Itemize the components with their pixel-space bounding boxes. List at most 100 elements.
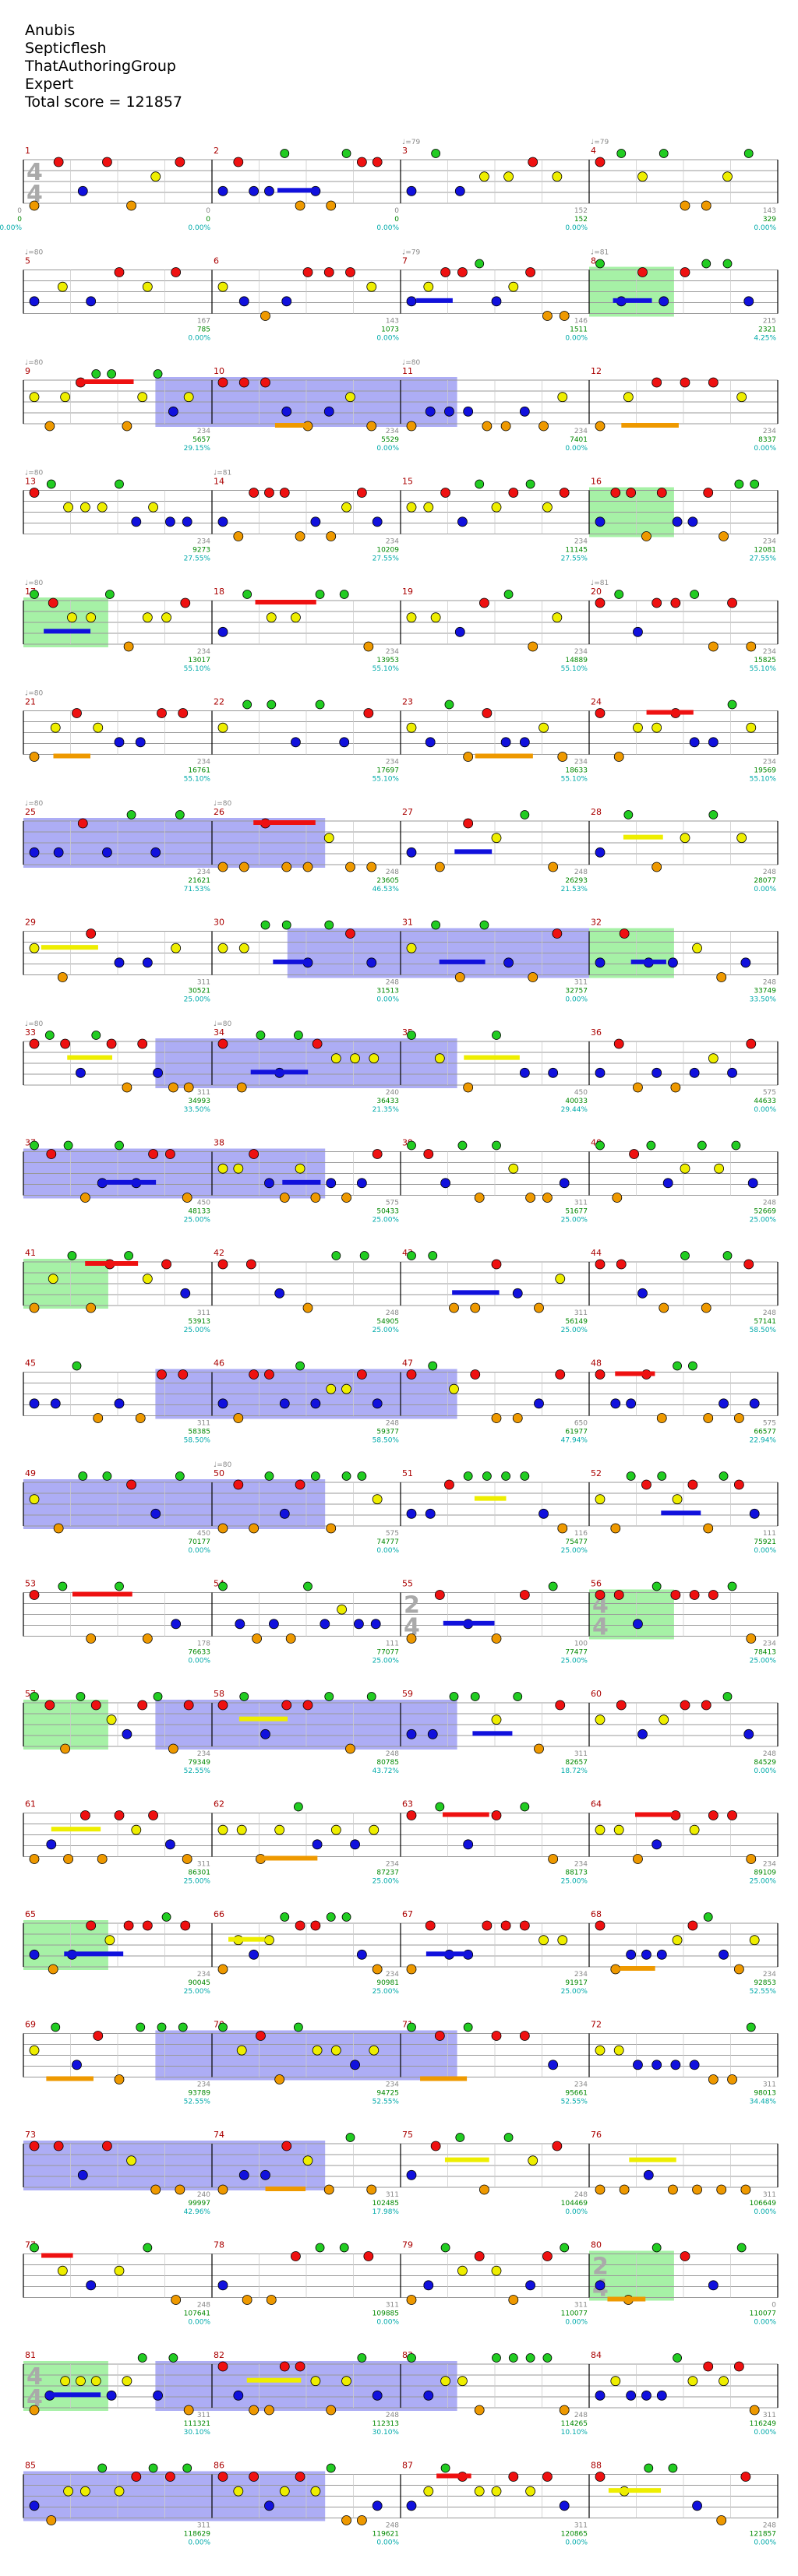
sustain-bar <box>282 1179 321 1185</box>
sustain-bar <box>67 1055 113 1060</box>
running-score: 1073 <box>381 326 399 334</box>
running-score: 9273 <box>192 547 210 555</box>
tempo-marking: ♩=81 <box>214 470 231 477</box>
blue-note <box>168 406 178 417</box>
orange-note <box>528 972 538 982</box>
red-note <box>616 1259 627 1270</box>
star-power-percent: 46.53% <box>373 886 400 893</box>
green-note <box>293 2022 303 2032</box>
yellow-note <box>233 2486 244 2497</box>
red-note <box>641 1479 651 1490</box>
red-note <box>310 1920 321 1931</box>
measure-note-count: 311 <box>574 1200 588 1207</box>
orange-note <box>727 2074 737 2084</box>
red-note <box>680 1700 690 1711</box>
yellow-note <box>114 2265 125 2276</box>
orange-note <box>183 1082 194 1093</box>
yellow-note <box>659 1714 669 1725</box>
blue-note <box>29 1398 40 1409</box>
red-note <box>345 929 355 939</box>
measure-note-count: 248 <box>574 869 588 876</box>
blue-note <box>633 626 643 637</box>
green-note <box>91 1031 101 1040</box>
blue-note <box>719 1949 729 1960</box>
green-note <box>281 920 291 930</box>
orange-note <box>238 862 249 872</box>
measure-number: 44 <box>591 1248 602 1258</box>
yellow-note <box>672 1494 683 1505</box>
orange-note <box>548 1854 559 1864</box>
orange-note <box>80 1193 90 1203</box>
green-note <box>616 149 627 158</box>
orange-note <box>122 1082 132 1093</box>
green-note <box>428 1361 438 1371</box>
yellow-note <box>29 392 40 403</box>
blue-note <box>662 1178 673 1189</box>
yellow-note <box>341 1383 351 1394</box>
orange-note <box>242 2295 252 2305</box>
blue-note <box>150 1508 161 1519</box>
measure-note-count: 234 <box>197 1971 210 1979</box>
star-power-percent: 25.00% <box>561 1217 588 1225</box>
orange-note <box>557 1523 568 1534</box>
yellow-note <box>150 171 161 182</box>
green-note <box>359 1251 369 1260</box>
red-note <box>106 1038 117 1049</box>
yellow-note <box>341 502 351 513</box>
orange-note <box>474 1193 485 1203</box>
measure-note-count: 234 <box>197 538 210 546</box>
running-score: 90981 <box>376 1979 399 1987</box>
yellow-note <box>345 392 355 403</box>
orange-note <box>233 531 244 541</box>
blue-note <box>76 1067 86 1078</box>
orange-note <box>302 862 313 872</box>
time-signature-bottom: 4 <box>26 2385 43 2412</box>
red-note <box>434 1590 445 1600</box>
red-note <box>552 2141 563 2151</box>
red-note <box>53 2141 64 2151</box>
measure-note-count: 234 <box>197 869 210 876</box>
orange-note <box>168 1082 178 1093</box>
running-score: 80785 <box>376 1759 399 1767</box>
green-note <box>218 1581 228 1591</box>
sustain-bar <box>265 2187 306 2191</box>
sustain-bar <box>46 2076 94 2081</box>
blue-note <box>595 2280 606 2291</box>
sustain-bar <box>620 1966 655 1971</box>
yellow-note <box>63 502 73 513</box>
star-power-percent: 0.00% <box>188 224 210 232</box>
measure-note-count: 152 <box>574 207 588 215</box>
measure-note-count: 111 <box>386 1640 399 1648</box>
measure-number: 41 <box>25 1248 36 1258</box>
star-power-percent: 0.00% <box>376 2539 399 2547</box>
running-score: 120865 <box>561 2531 588 2539</box>
yellow-note <box>508 1163 519 1174</box>
row-end-percent: 0.00% <box>754 2319 776 2327</box>
orange-note <box>60 1743 71 1754</box>
measure-number: 2 <box>214 146 219 156</box>
orange-note <box>613 752 624 762</box>
green-note <box>455 2133 465 2142</box>
yellow-note <box>279 2486 290 2497</box>
measure-note-count: 650 <box>574 1420 588 1428</box>
measure-number: 20 <box>591 587 602 597</box>
star-power-percent: 0.00% <box>565 445 588 453</box>
yellow-note <box>610 2376 621 2387</box>
sustain-bar <box>623 834 663 840</box>
green-note <box>148 2463 158 2473</box>
green-note <box>595 259 605 269</box>
blue-note <box>427 1728 438 1739</box>
blue-note <box>268 1619 279 1630</box>
orange-note <box>749 2405 760 2416</box>
orange-note <box>366 421 377 432</box>
orange-note <box>252 1633 263 1644</box>
red-note <box>559 488 570 498</box>
blue-note <box>238 296 249 307</box>
yellow-note <box>406 612 417 623</box>
blue-note <box>463 406 474 417</box>
orange-note <box>525 1193 535 1203</box>
row-end-score: 329 <box>763 216 776 224</box>
red-note <box>542 2472 553 2482</box>
blue-note <box>372 516 383 527</box>
green-note <box>72 1361 82 1371</box>
